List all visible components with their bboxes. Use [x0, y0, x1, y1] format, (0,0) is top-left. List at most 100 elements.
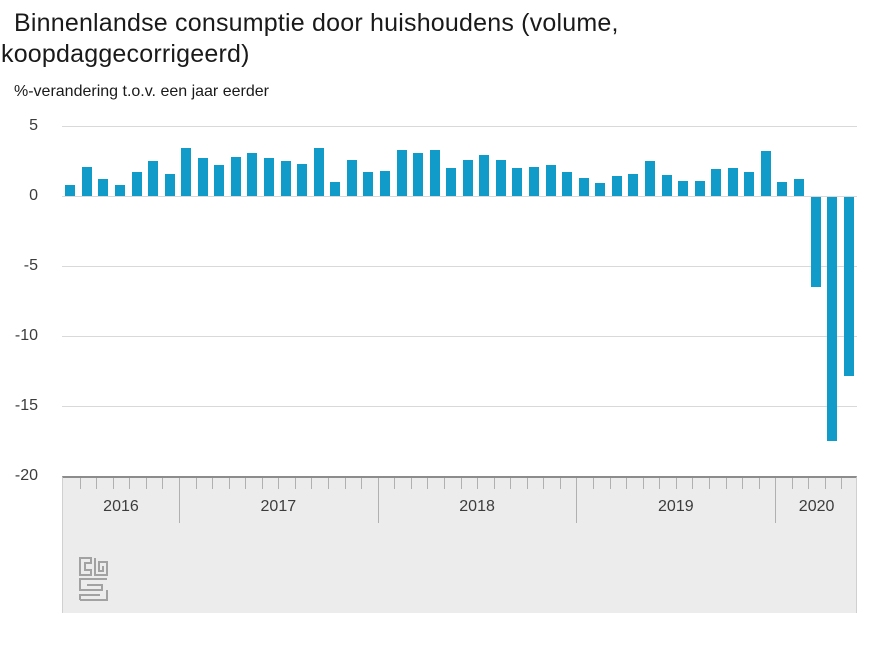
month-tick — [410, 478, 412, 489]
bar[interactable] — [148, 161, 159, 196]
month-tick — [841, 478, 843, 489]
bar[interactable] — [578, 177, 589, 196]
bar[interactable] — [462, 159, 473, 196]
gridline — [62, 266, 857, 267]
month-tick — [112, 478, 114, 489]
gridline — [62, 336, 857, 337]
bar[interactable] — [644, 161, 655, 196]
bar[interactable] — [164, 173, 175, 196]
month-tick — [344, 478, 346, 489]
y-axis-tick-label: -15 — [14, 397, 38, 414]
bar[interactable] — [313, 148, 324, 196]
bar[interactable] — [330, 182, 341, 196]
month-tick — [427, 478, 429, 489]
month-tick — [659, 478, 661, 489]
month-tick — [129, 478, 131, 489]
gridline — [62, 126, 857, 127]
bar[interactable] — [247, 152, 258, 196]
chart-title-line2: koopdaggecorrigeerd) — [1, 40, 250, 68]
year-separator — [576, 478, 578, 523]
x-axis-year-label: 2016 — [103, 498, 139, 515]
bar[interactable] — [264, 158, 275, 196]
bar[interactable] — [843, 197, 854, 377]
bar[interactable] — [363, 172, 374, 196]
x-axis-year-label: 2019 — [658, 498, 694, 515]
bar[interactable] — [479, 155, 490, 196]
bar[interactable] — [512, 168, 523, 196]
month-tick — [228, 478, 230, 489]
bar[interactable] — [529, 166, 540, 196]
bar[interactable] — [65, 184, 76, 196]
bar[interactable] — [297, 163, 308, 196]
bar[interactable] — [744, 172, 755, 196]
bar[interactable] — [727, 168, 738, 196]
x-axis-band: 2016 2017 2018 2019 2020 — [62, 476, 857, 613]
month-tick — [162, 478, 164, 489]
month-tick — [443, 478, 445, 489]
bar[interactable] — [446, 168, 457, 196]
y-axis-tick-label: -10 — [14, 327, 38, 344]
month-tick — [742, 478, 744, 489]
gridline — [62, 406, 857, 407]
month-tick — [212, 478, 214, 489]
bar[interactable] — [280, 161, 291, 196]
bar[interactable] — [611, 176, 622, 196]
bar[interactable] — [429, 149, 440, 196]
bar[interactable] — [379, 170, 390, 196]
month-tick — [294, 478, 296, 489]
month-tick — [261, 478, 263, 489]
bar[interactable] — [495, 159, 506, 196]
bar[interactable] — [230, 156, 241, 196]
bar[interactable] — [777, 182, 788, 196]
month-tick — [278, 478, 280, 489]
year-separator — [775, 478, 777, 523]
month-tick — [460, 478, 462, 489]
bar[interactable] — [595, 183, 606, 196]
month-tick — [675, 478, 677, 489]
bar[interactable] — [181, 148, 192, 196]
bar[interactable] — [711, 169, 722, 196]
bar[interactable] — [794, 179, 805, 196]
bar[interactable] — [81, 166, 92, 196]
bar[interactable] — [694, 180, 705, 196]
bar[interactable] — [413, 152, 424, 196]
month-tick — [510, 478, 512, 489]
x-axis-year-label: 2020 — [798, 498, 835, 515]
month-tick — [79, 478, 81, 489]
bar[interactable] — [396, 149, 407, 196]
bar[interactable] — [131, 172, 142, 196]
x-axis-year-label: 2017 — [260, 498, 297, 515]
month-tick — [642, 478, 644, 489]
year-separator — [178, 478, 180, 523]
bar[interactable] — [562, 172, 573, 196]
month-tick — [477, 478, 479, 489]
gridline — [62, 196, 857, 197]
month-tick — [195, 478, 197, 489]
bar[interactable] — [628, 173, 639, 196]
bar[interactable] — [661, 175, 672, 196]
bar[interactable] — [760, 151, 771, 196]
month-tick — [626, 478, 628, 489]
bar[interactable] — [346, 159, 357, 196]
bar[interactable] — [545, 165, 556, 196]
month-tick — [791, 478, 793, 489]
y-axis-tick-label: -5 — [23, 257, 38, 274]
bar[interactable] — [810, 197, 821, 287]
bar[interactable] — [98, 179, 109, 196]
month-tick — [808, 478, 810, 489]
bar[interactable] — [678, 180, 689, 196]
month-tick — [758, 478, 760, 489]
y-axis-tick-label: -20 — [14, 467, 38, 484]
bar[interactable] — [114, 184, 125, 196]
month-tick — [245, 478, 247, 489]
bar[interactable] — [214, 165, 225, 196]
month-tick — [328, 478, 329, 489]
chart-title-line1: Binnenlandse consumptie door huishoudens… — [14, 9, 619, 37]
bar[interactable] — [197, 158, 208, 196]
month-tick — [708, 478, 710, 489]
month-tick — [692, 478, 694, 489]
month-tick — [394, 478, 396, 489]
bar[interactable] — [827, 197, 838, 441]
chart-subtitle: %-verandering t.o.v. een jaar eerder — [14, 83, 269, 100]
